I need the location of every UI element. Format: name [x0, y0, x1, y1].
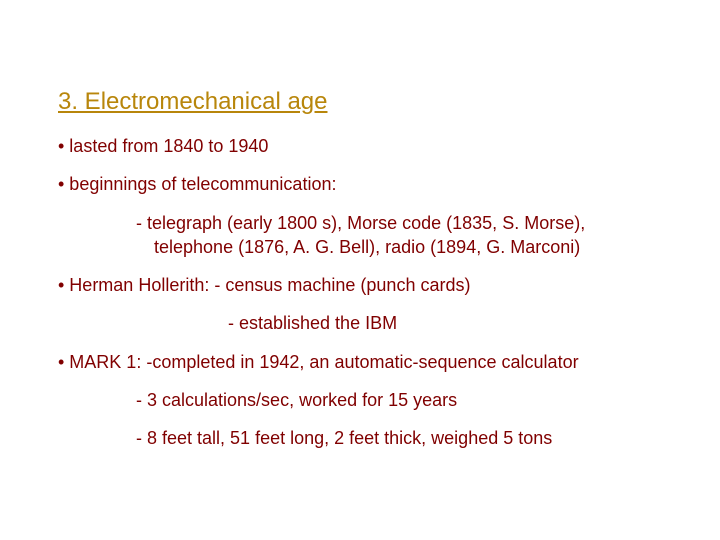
hollerith-ibm: - established the IBM: [58, 311, 662, 335]
bullet-mark1: • MARK 1: -completed in 1942, an automat…: [58, 350, 662, 374]
mark1-size: - 8 feet tall, 51 feet long, 2 feet thic…: [58, 426, 662, 450]
bullet-duration: • lasted from 1840 to 1940: [58, 134, 662, 158]
slide-title: 3. Electromechanical age: [58, 88, 662, 116]
bullet-hollerith: • Herman Hollerith: - census machine (pu…: [58, 273, 662, 297]
telecom-details: - telegraph (early 1800 s), Morse code (…: [58, 211, 662, 260]
mark1-calc: - 3 calculations/sec, worked for 15 year…: [58, 388, 662, 412]
bullet-telecom: • beginnings of telecommunication:: [58, 172, 662, 196]
slide: 3. Electromechanical age • lasted from 1…: [0, 0, 720, 540]
